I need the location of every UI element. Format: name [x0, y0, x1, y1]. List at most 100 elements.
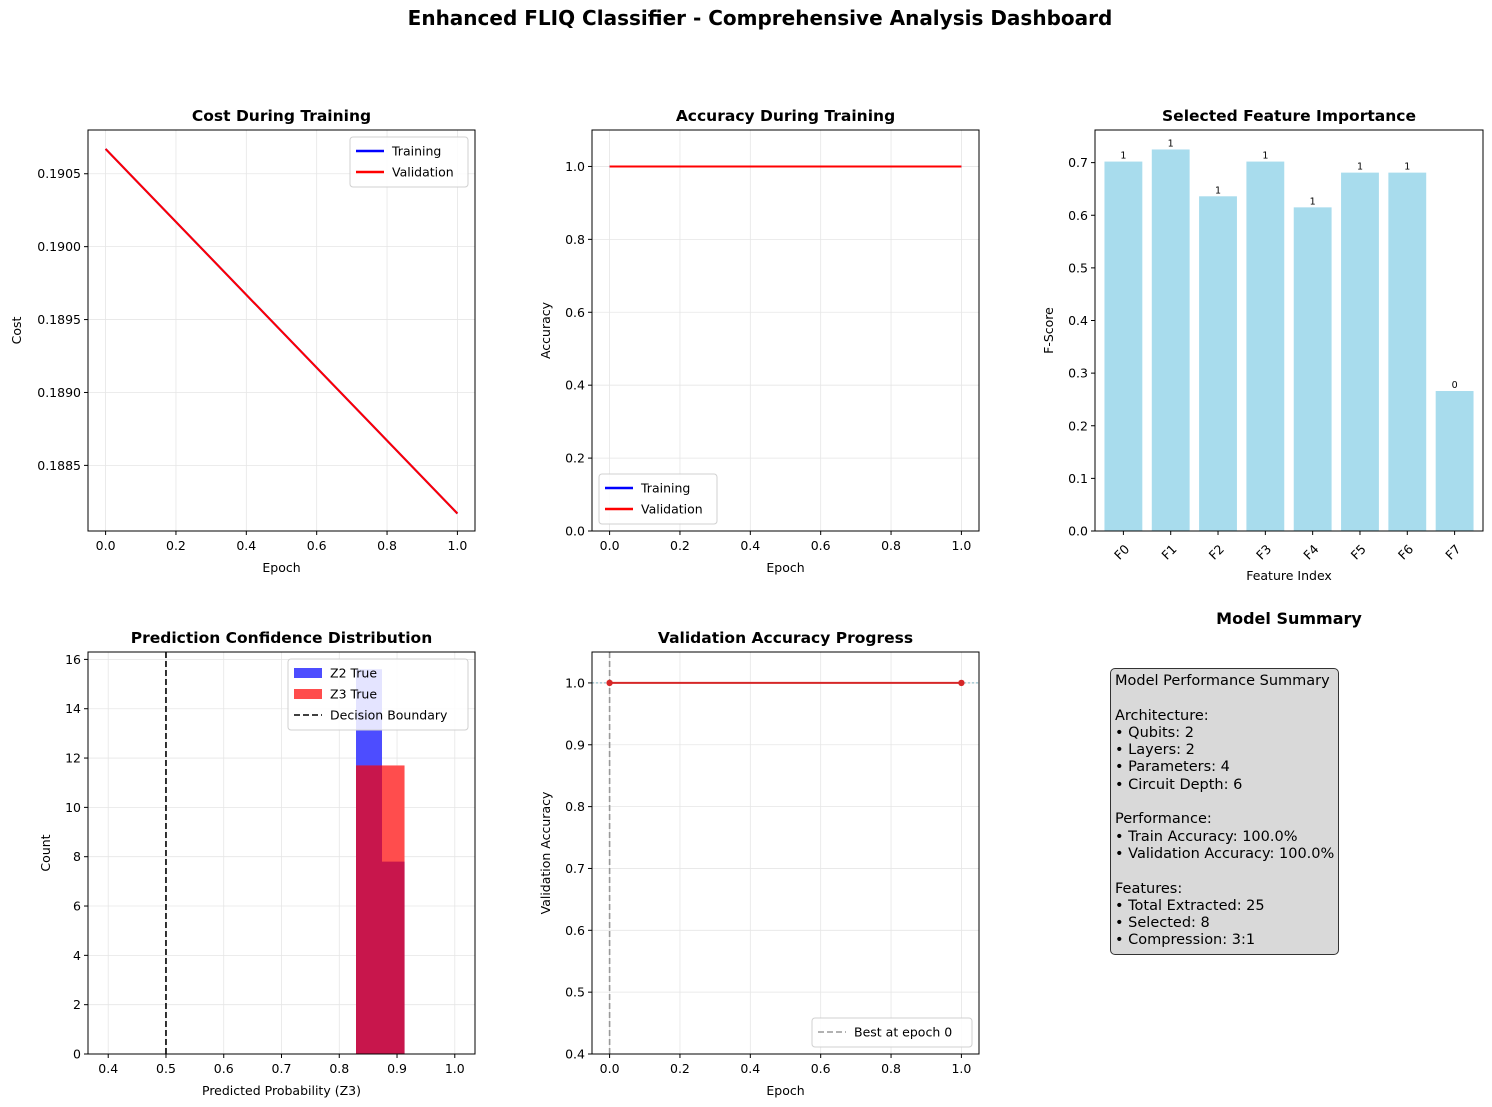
x-tick-label: F0 [1111, 541, 1132, 562]
x-axis-label: Feature Index [1246, 568, 1332, 583]
y-tick-label: 0.0 [565, 524, 585, 539]
summary-line: • Circuit Depth: 6 [1115, 776, 1243, 793]
y-axis-label: Accuracy [538, 301, 553, 359]
y-tick-label: 0.0 [1068, 524, 1088, 539]
y-tick-label: 0.8 [565, 799, 585, 814]
legend-box [811, 1017, 973, 1048]
y-tick-label: 14 [65, 701, 81, 716]
x-tick-label: 1.0 [445, 1061, 465, 1076]
summary-line: • Parameters: 4 [1115, 759, 1230, 776]
axes-frame [87, 129, 476, 532]
y-tick-label: 0.1885 [37, 458, 81, 473]
x-tick-label: 0.4 [98, 1061, 118, 1076]
x-tick-label: 0.4 [236, 538, 256, 553]
y-tick-label: 0.1905 [37, 166, 81, 181]
model-summary-title: Model Summary [1216, 609, 1362, 628]
axes-frame [591, 651, 980, 1055]
x-tick-label: 0.6 [811, 1061, 831, 1076]
y-axis-label: Cost [9, 317, 24, 345]
y-tick-label: 2 [73, 997, 81, 1012]
summary-line: • Total Extracted: 25 [1115, 897, 1265, 914]
y-tick-label: 0.2 [565, 451, 585, 466]
summary-line: • Validation Accuracy: 100.0% [1115, 845, 1335, 862]
y-tick-label: 0.1890 [37, 385, 81, 400]
x-axis-label: Epoch [766, 1083, 804, 1098]
x-tick-label: 0.7 [272, 1061, 292, 1076]
summary-line [1115, 690, 1334, 707]
x-tick-label: 0.8 [881, 538, 901, 553]
y-tick-label: 16 [65, 652, 81, 667]
feature-bar [1388, 172, 1427, 532]
x-tick-label: 0.0 [600, 1061, 620, 1076]
legend-label: Z2 True [330, 666, 377, 681]
y-tick-label: 0.7 [565, 861, 585, 876]
x-tick-label: F7 [1442, 541, 1463, 562]
feature-bar [1246, 161, 1285, 531]
x-tick-label: 0.5 [156, 1061, 176, 1076]
confidence-histogram: 0.4 0.5 0.6 0.7 0.8 0.9 1.0 0 2 4 6 8 10 12 14 16 Predic… [38, 629, 476, 1098]
x-tick-label: F2 [1206, 541, 1227, 562]
y-tick-label: 0 [73, 1047, 81, 1062]
chart-title: Selected Feature Importance [1162, 107, 1416, 125]
x-tick-label: 0.8 [329, 1061, 349, 1076]
y-tick-label: 0.6 [565, 923, 585, 938]
x-axis-label: Epoch [766, 560, 804, 575]
y-tick-label: 0.3 [1068, 366, 1088, 381]
y-tick-label: 0.6 [1068, 208, 1088, 223]
y-tick-label: 1.0 [565, 675, 585, 690]
summary-line [1115, 794, 1334, 811]
bar-value-label: 1 [1168, 138, 1174, 149]
x-tick-label: 0.8 [881, 1061, 901, 1076]
x-tick-label: 1.0 [951, 1061, 971, 1076]
summary-line: Architecture: [1115, 707, 1209, 724]
x-axis-label: Epoch [262, 560, 300, 575]
y-tick-label: 0.1895 [37, 312, 81, 327]
summary-line: Features: [1115, 880, 1183, 897]
y-tick-label: 0.5 [1068, 260, 1088, 275]
y-tick-label: 0.1900 [37, 239, 81, 254]
series-line-validation [104, 148, 459, 515]
y-tick-label: 0.5 [565, 985, 585, 1000]
validation-accuracy-point [606, 679, 613, 687]
accuracy-chart: 0.0 0.2 0.4 0.6 0.8 1.0 0.0 0.2 0.4 0.6 0.8 1.0 Accu… [538, 107, 980, 575]
legend-label: Z3 True [330, 687, 377, 702]
legend-label: Best at epoch 0 [854, 1025, 952, 1040]
feature-bar [1293, 207, 1332, 531]
y-tick-label: 0.6 [565, 305, 585, 320]
x-tick-label: F5 [1348, 541, 1369, 562]
x-tick-label: 0.4 [740, 1061, 760, 1076]
bar-value-label: 1 [1357, 162, 1363, 173]
summary-line: • Compression: 3:1 [1115, 932, 1256, 949]
x-tick-label: F1 [1158, 541, 1179, 562]
legend-swatch [294, 668, 322, 678]
feature-bar [1151, 149, 1190, 531]
legend-box [349, 136, 469, 188]
x-tick-label: 0.2 [166, 538, 186, 553]
x-tick-label: 0.0 [600, 538, 620, 553]
y-tick-label: 6 [73, 899, 81, 914]
chart-title: Accuracy During Training [676, 107, 895, 125]
x-tick-label: 0.2 [670, 538, 690, 553]
legend-swatch [294, 689, 322, 699]
chart-title: Validation Accuracy Progress [658, 629, 913, 647]
x-tick-label: F4 [1300, 541, 1321, 562]
y-tick-label: 0.9 [565, 737, 585, 752]
x-tick-label: F3 [1253, 541, 1274, 562]
validation-progress-chart: 0.0 0.2 0.4 0.6 0.8 1.0 0.4 0.5 0.6 0.7 0.8 0.9 1.0 V… [538, 629, 980, 1098]
x-tick-label: 0.6 [811, 538, 831, 553]
summary-line: • Qubits: 2 [1115, 724, 1194, 741]
feature-importance-chart: 1 1 1 1 1 1 1 0 F0 F1 F2 F3 F4 F5 F6 F7 0.0 0.1 0.2 0.3 0.4 0… [1041, 107, 1484, 583]
chart-title: Cost During Training [192, 107, 371, 125]
chart-title: Prediction Confidence Distribution [131, 629, 433, 647]
validation-accuracy-point [958, 679, 965, 687]
y-axis-label: F-Score [1041, 307, 1056, 354]
y-tick-label: 8 [73, 849, 81, 864]
cost-chart: 0.0 0.2 0.4 0.6 0.8 1.0 0.1885 0.1890 0.1895 0.19… [9, 107, 476, 575]
legend-label: Training [640, 481, 690, 496]
y-tick-label: 1.0 [565, 159, 585, 174]
feature-bar [1341, 172, 1379, 532]
axes-frame [1094, 129, 1484, 532]
summary-line: • Selected: 8 [1115, 915, 1210, 932]
y-tick-label: 0.1 [1068, 471, 1088, 486]
